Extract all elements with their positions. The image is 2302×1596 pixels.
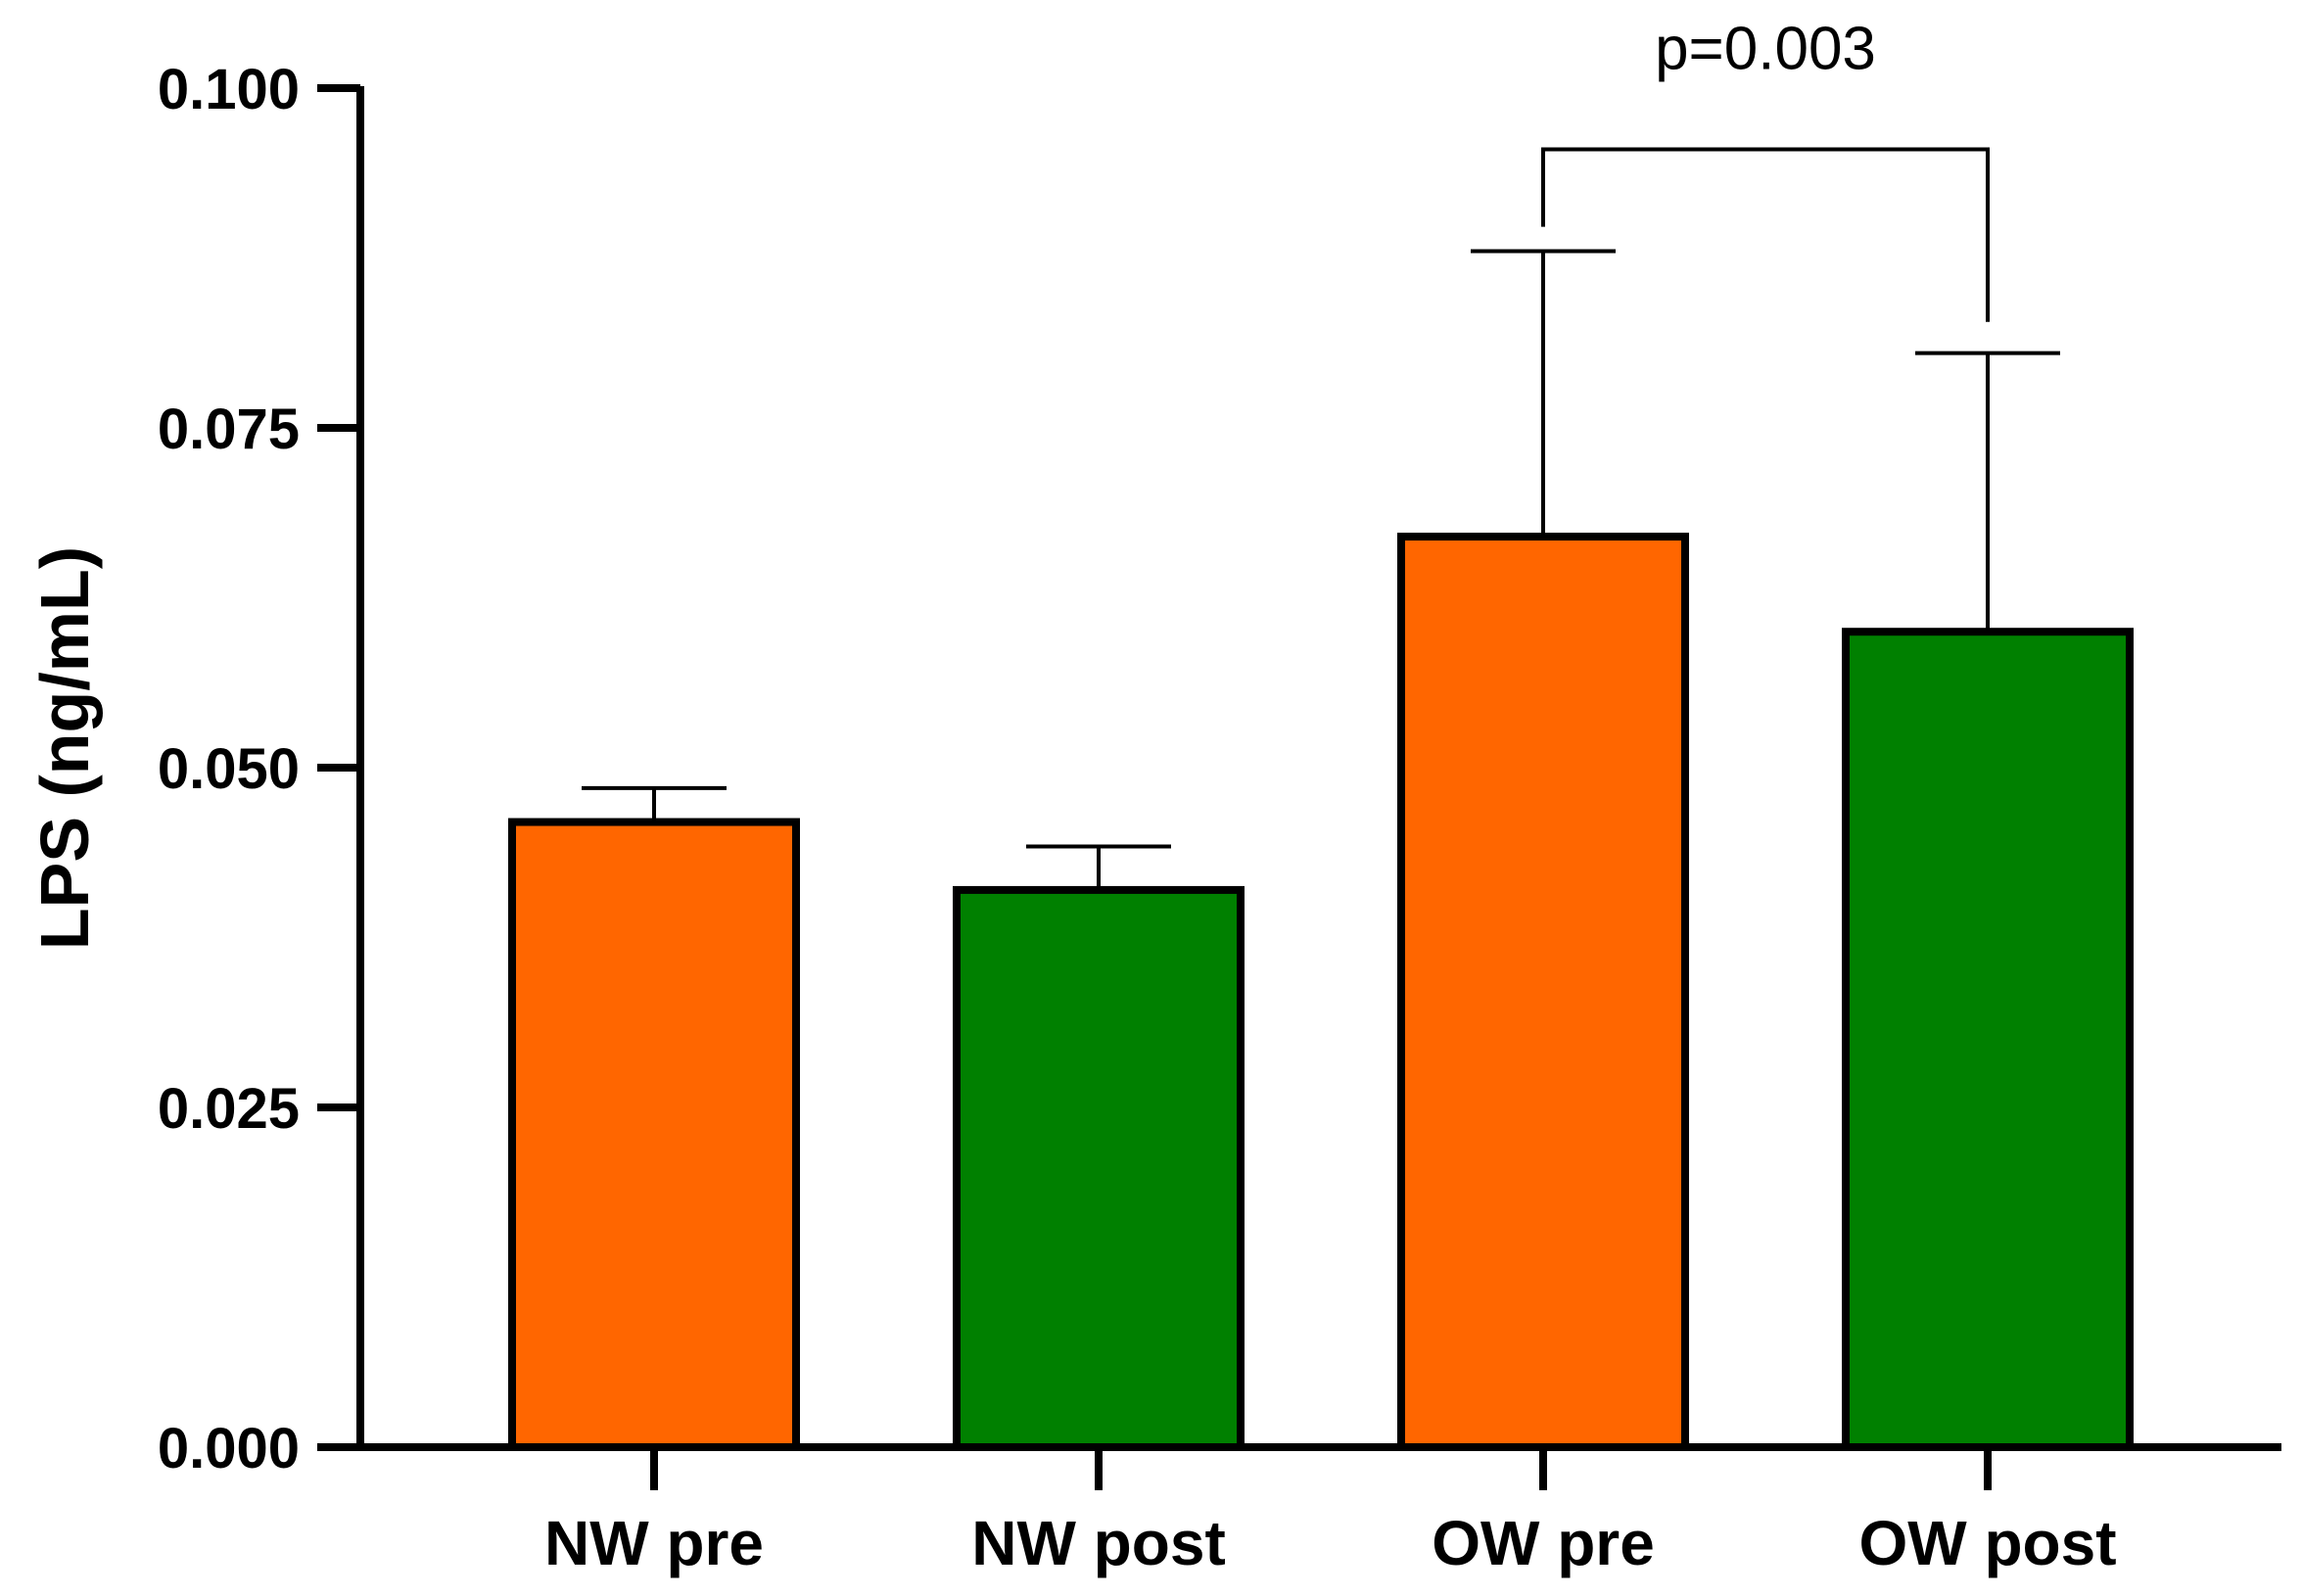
p-value-label: p=0.003	[1655, 15, 1876, 82]
significance-bracket	[1541, 147, 1990, 322]
x-category-label: NW pre	[544, 1508, 764, 1578]
bar-ow-post	[1842, 628, 2134, 1451]
y-tick-label: 0.000	[158, 1417, 300, 1480]
error-bars-group	[582, 249, 2060, 890]
x-category-label: OW post	[1858, 1508, 2116, 1578]
y-ticks-group: 0.000 0.025 0.050 0.075 0.100	[158, 58, 360, 1480]
bars-group	[508, 533, 2134, 1451]
bar-nw-pre	[508, 818, 800, 1451]
y-tick-label: 0.075	[158, 398, 300, 461]
x-category-label: NW post	[971, 1508, 1226, 1578]
x-category-label: OW pre	[1432, 1508, 1655, 1578]
y-axis-title: LPS (ng/mL)	[26, 546, 103, 950]
bar-ow-pre	[1397, 533, 1689, 1451]
y-tick-label: 0.100	[158, 58, 300, 121]
bar-nw-post	[953, 885, 1245, 1451]
y-tick-label: 0.025	[158, 1077, 300, 1141]
x-ticks-group: NW pre NW post OW pre OW post	[544, 1447, 2117, 1578]
significance-annotation-group: p=0.003	[1541, 15, 1990, 322]
y-tick-label: 0.050	[158, 737, 300, 801]
